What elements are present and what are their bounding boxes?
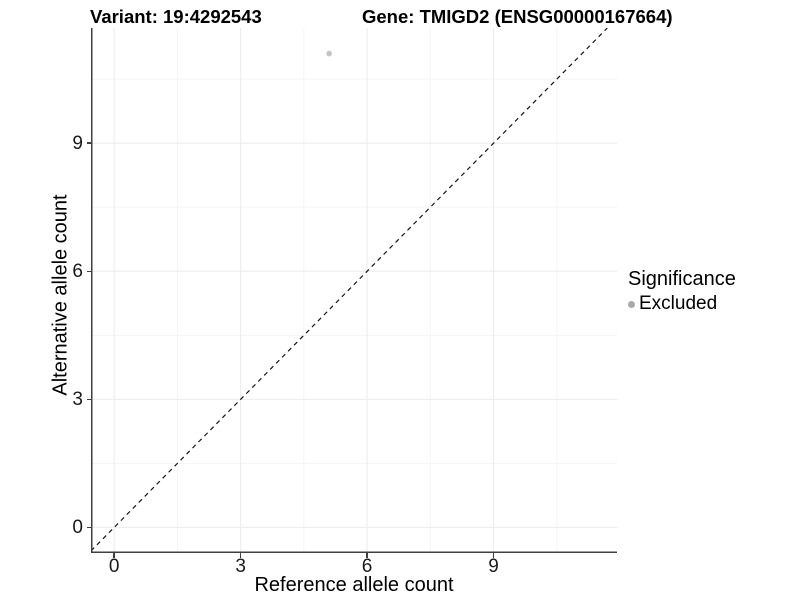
x-tick-label-0: 0: [108, 556, 120, 577]
y-tick-mark: [86, 142, 91, 144]
legend-item-label: Excluded: [639, 293, 718, 314]
x-tick-mark: [492, 553, 495, 558]
plot-title-gene: Gene: TMIGD2 (ENSG00000167664): [362, 6, 673, 27]
y-axis-title: Alternative allele count: [49, 194, 72, 396]
y-tick-label-0: 0: [72, 516, 83, 538]
plot-title-variant: Variant: 19:4292543: [90, 6, 262, 27]
x-tick-label-3: 9: [488, 556, 499, 577]
x-axis-title: Reference allele count: [254, 574, 454, 596]
excluded-dot-icon: [628, 300, 635, 308]
legend: Significance Excluded: [628, 268, 736, 315]
y-tick-mark: [86, 270, 91, 273]
x-tick-label-2: 6: [361, 556, 373, 577]
x-tick-mark: [113, 553, 115, 558]
y-tick-label-3: 9: [72, 132, 83, 154]
y-tick-label-2: 6: [72, 260, 83, 282]
x-tick-mark: [239, 553, 242, 558]
y-tick-mark: [86, 398, 91, 401]
y-tick-mark: [86, 526, 91, 529]
y-tick-label-1: 3: [72, 388, 83, 410]
legend-title: Significance: [628, 268, 736, 290]
plot-panel: [91, 28, 617, 553]
plot-area-svg: [91, 28, 617, 553]
x-tick-label-1: 3: [235, 556, 246, 577]
legend-item-excluded: Excluded: [628, 293, 736, 315]
x-tick-mark: [366, 553, 368, 558]
